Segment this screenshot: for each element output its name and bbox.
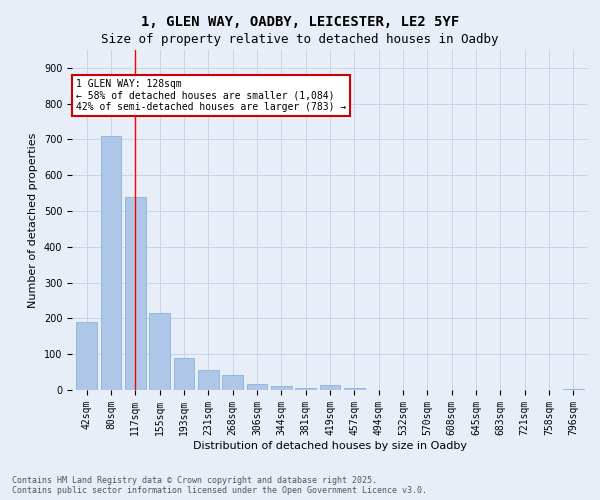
Text: Contains HM Land Registry data © Crown copyright and database right 2025.
Contai: Contains HM Land Registry data © Crown c… [12,476,427,495]
Text: Size of property relative to detached houses in Oadby: Size of property relative to detached ho… [101,32,499,46]
Bar [563,389,584,390]
Bar [271,386,292,390]
Text: 1, GLEN WAY, OADBY, LEICESTER, LE2 5YF: 1, GLEN WAY, OADBY, LEICESTER, LE2 5YF [141,15,459,29]
Bar [198,370,218,390]
Y-axis label: Number of detached properties: Number of detached properties [28,132,38,308]
Bar [173,358,194,390]
Bar [320,384,340,390]
X-axis label: Distribution of detached houses by size in Oadby: Distribution of detached houses by size … [193,440,467,450]
Bar [76,322,97,390]
Text: 1 GLEN WAY: 128sqm
← 58% of detached houses are smaller (1,084)
42% of semi-deta: 1 GLEN WAY: 128sqm ← 58% of detached hou… [76,78,346,112]
Bar [149,313,170,390]
Bar [125,196,146,390]
Bar [101,136,121,390]
Bar [344,388,365,390]
Bar [247,384,268,390]
Bar [222,375,243,390]
Bar [295,388,316,390]
